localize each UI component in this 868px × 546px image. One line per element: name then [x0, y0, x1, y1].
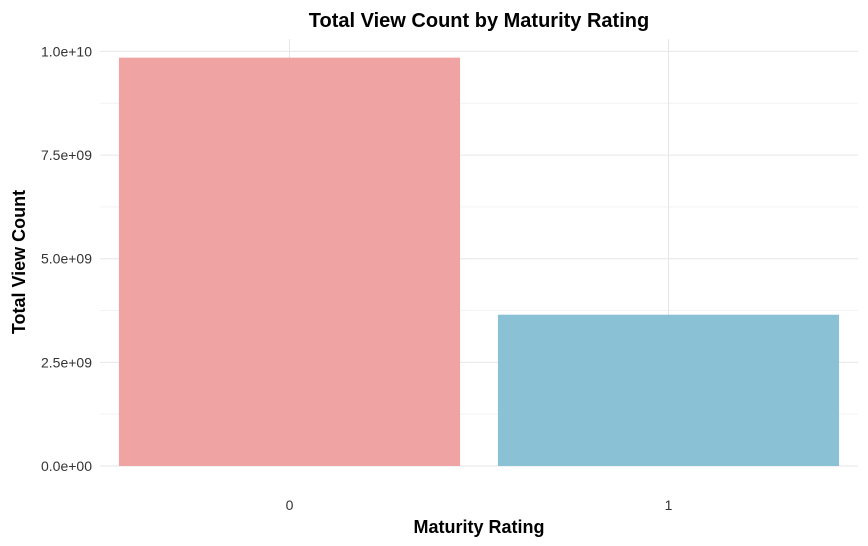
x-tick-label: 0 [286, 497, 294, 513]
y-tick-label: 0.0e+00 [41, 458, 92, 474]
y-tick-label: 5.0e+09 [41, 251, 92, 267]
y-tick-label: 2.5e+09 [41, 354, 92, 370]
bar-1 [497, 314, 840, 466]
y-axis-ticks: 0.0e+00 2.5e+09 5.0e+09 7.5e+09 1.0e+10 [41, 43, 92, 474]
y-tick-label: 1.0e+10 [41, 43, 92, 59]
x-tick-label: 1 [665, 497, 673, 513]
y-axis-title: Total View Count [9, 190, 29, 334]
x-axis-title: Maturity Rating [413, 517, 544, 537]
chart-title: Total View Count by Maturity Rating [309, 10, 649, 32]
y-tick-label: 7.5e+09 [41, 147, 92, 163]
bar-0 [118, 57, 461, 467]
bars-layer [118, 57, 840, 467]
